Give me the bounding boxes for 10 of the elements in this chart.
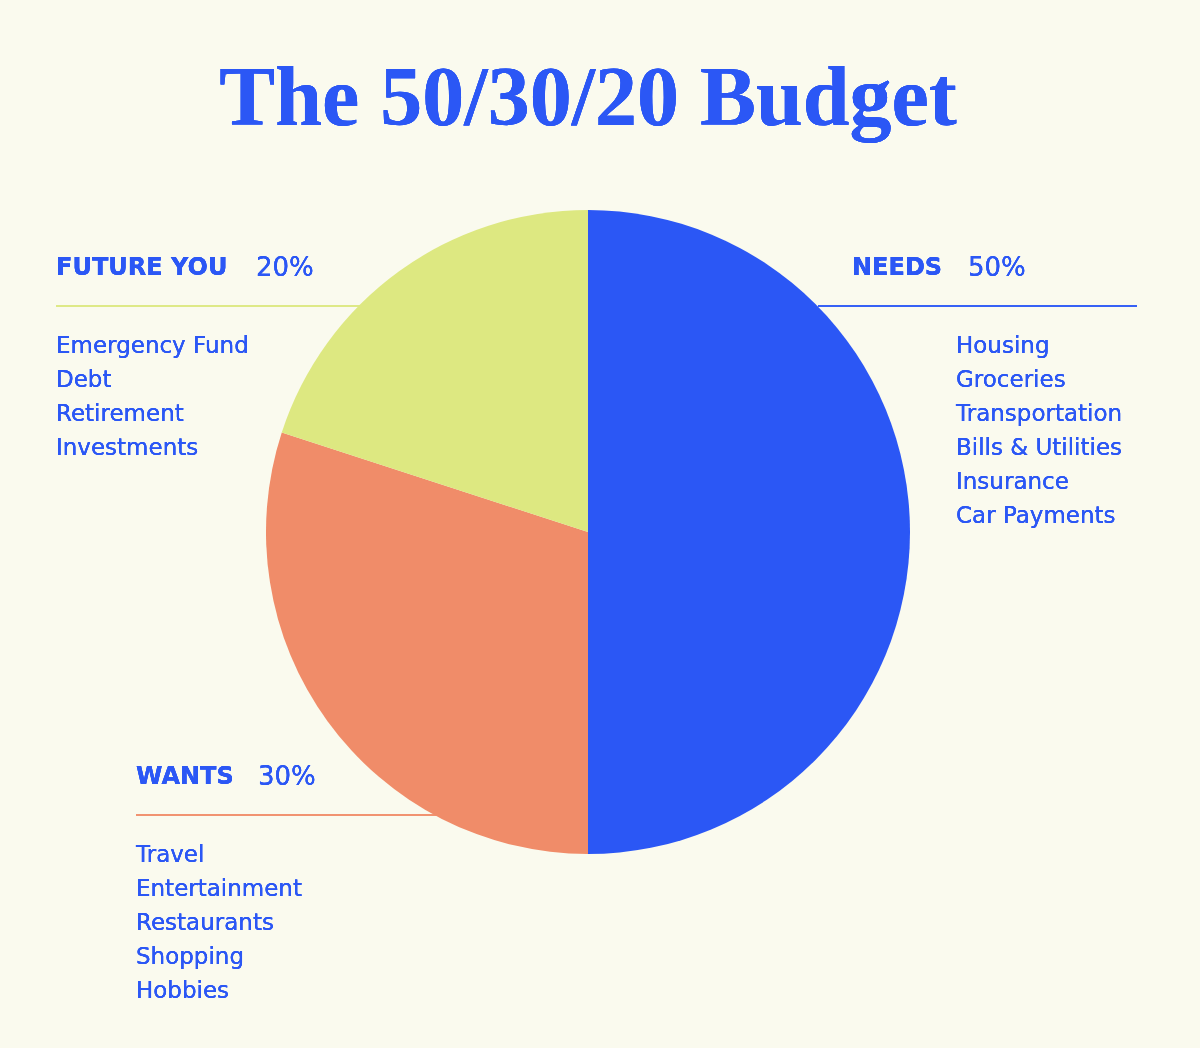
slice-label: FUTURE YOU [56,253,228,281]
slice-label: WANTS [136,762,234,790]
data-label: 20% [256,252,314,282]
text: Emergency Fund Debt Retirement Investments [56,332,249,460]
data-label: 30% [258,761,316,791]
data-label: 50% [968,252,1026,282]
text: Housing Groceries Transportation Bills & Utilities Insurance Car Payments [955,332,1123,528]
slice-label: NEEDS [852,253,943,281]
text: Travel Entertainment Restaurants Shopping Hobbies [135,841,302,1003]
chart-title: The 50/30/20 Budget [219,50,957,143]
